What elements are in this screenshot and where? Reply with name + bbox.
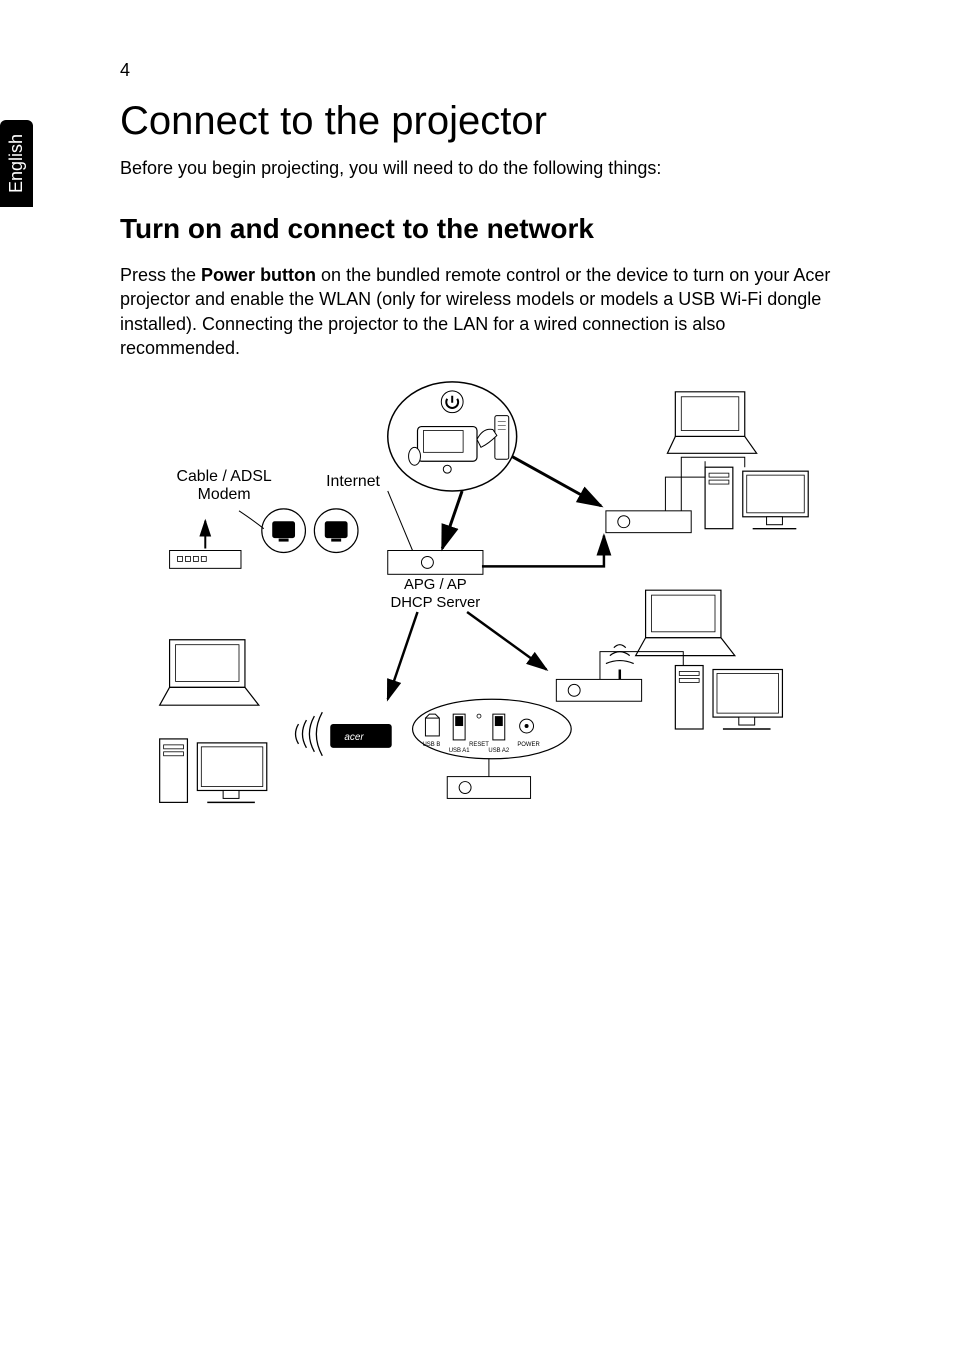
intro-text: Before you begin projecting, you will ne…: [120, 158, 834, 179]
hand-remote-icon: [477, 416, 509, 460]
apg-to-top-switch-arrow: [482, 536, 604, 567]
network-diagram: Cable / ADSL Modem Internet: [120, 380, 834, 840]
cable-modem-label: Cable / ADSL: [177, 468, 272, 485]
internet-screen-2: [325, 522, 347, 538]
para-pre: Press the: [120, 265, 201, 285]
usb-a2-label: USB A2: [488, 748, 509, 754]
acer-logo-text: acer: [344, 732, 364, 743]
desktop-top-right: [705, 467, 808, 528]
power-button-term: Power button: [201, 265, 316, 285]
internet-screen-1: [273, 522, 295, 538]
page-content: 4 Connect to the projector Before you be…: [0, 0, 954, 880]
switch-box-bottom-right: [556, 680, 641, 702]
projector-to-apg-arrow: [442, 491, 462, 549]
section-heading: Turn on and connect to the network: [120, 213, 834, 245]
modem-icon: [170, 551, 241, 569]
pc-bottom-left-group: [160, 640, 267, 803]
power-icon-badge: [441, 391, 463, 413]
ports-cluster: USB B USB A1 RESET USB A2 POWER: [413, 699, 572, 759]
wifi-wave-icon: [296, 724, 299, 744]
desktop-bottom-left: [160, 739, 267, 802]
desktop-bottom-right: [675, 666, 782, 729]
laptop-bottom-left: [160, 640, 259, 705]
dhcp-label: DHCP Server: [390, 595, 480, 611]
apg-label: APG / AP: [404, 577, 467, 593]
main-heading: Connect to the projector: [120, 99, 834, 144]
wifi-waves-right-icon: [606, 645, 634, 664]
projector-icon: [409, 427, 477, 474]
reset-label: RESET: [469, 742, 489, 748]
wireless-dongle-group: acer: [296, 712, 400, 756]
internet-to-apg-line: [388, 491, 413, 551]
projector-to-pc1-arrow: [512, 456, 601, 506]
page-number: 4: [120, 60, 834, 81]
language-tab: English: [0, 120, 33, 207]
apg-to-dongle-arrow: [388, 612, 418, 699]
internet-label: Internet: [326, 473, 380, 490]
cable-modem-label-2: Modem: [198, 486, 251, 503]
apg-box: [388, 551, 483, 575]
laptop-top-right: [667, 392, 756, 453]
body-paragraph: Press the Power button on the bundled re…: [120, 263, 834, 360]
pc-bottom-right-group: [556, 590, 782, 729]
pc-top-right-group: [606, 392, 808, 533]
switch-box-bottom-center: [447, 777, 530, 799]
laptop-bottom-right: [636, 590, 735, 655]
apg-to-bottom-switch-arrow: [467, 612, 546, 670]
power-port-label: POWER: [517, 742, 540, 748]
switch-box-top: [606, 511, 691, 533]
usb-a1-label: USB A1: [449, 748, 470, 754]
modem-curve: [239, 511, 264, 529]
usb-b-label: USB B: [422, 742, 440, 748]
